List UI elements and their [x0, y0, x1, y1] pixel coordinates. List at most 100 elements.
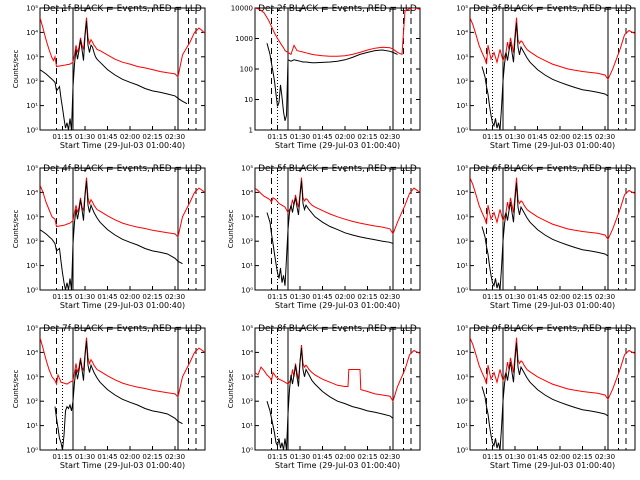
y-tick-label: 10⁰ — [26, 447, 38, 455]
panel-title: Det 1f BLACK = Events, RED = LLD — [43, 4, 202, 14]
panel-title: Det 8f BLACK = Events, RED = LLD — [258, 324, 417, 334]
plot-frame — [39, 327, 206, 451]
x-axis-label: Start Time (29-Jul-03 01:00:40) — [60, 141, 185, 150]
x-tick-label: 02:30 — [595, 133, 615, 141]
y-tick-label: 10⁴ — [26, 189, 38, 197]
x-tick-label: 01:30 — [290, 293, 310, 301]
x-tick-label: 01:45 — [97, 293, 117, 301]
y-tick-label: 10³ — [456, 53, 468, 61]
x-tick-label: 01:45 — [527, 133, 547, 141]
y-tick-label: 10¹ — [456, 422, 468, 430]
x-tick-label: 01:15 — [267, 133, 287, 141]
y-tick-label: 10³ — [26, 53, 38, 61]
y-tick-label: 10² — [456, 238, 468, 246]
panel-det-1: Det 1f BLACK = Events, RED = LLD 10⁰ 10¹ 10… — [12, 4, 206, 150]
x-axis-label: Start Time (29-Jul-03 01:00:40) — [275, 461, 400, 470]
panel-det-2: Det 2f BLACK = Events, RED = LLD 1 10 100 10… — [231, 4, 421, 150]
plot-frame — [254, 7, 421, 131]
x-tick-label: 01:15 — [482, 293, 502, 301]
events-series-line — [481, 22, 609, 130]
x-tick-label: 01:15 — [52, 133, 72, 141]
y-tick-label: 10³ — [456, 213, 468, 221]
y-tick-label: 10⁵ — [26, 325, 38, 333]
plot-frame — [39, 167, 206, 291]
lld-series-line — [255, 345, 420, 403]
x-tick-label: 02:30 — [595, 453, 615, 461]
y-tick-label: 10⁰ — [26, 287, 38, 295]
events-series-line — [40, 180, 183, 290]
panel-title: Det 5f BLACK = Events, RED = LLD — [258, 164, 417, 174]
x-tick-label: 02:00 — [550, 453, 570, 461]
panel-det-6: Det 6f BLACK = Events, RED = LLD 10⁰ 10¹ 10… — [456, 164, 636, 310]
x-tick-label: 02:30 — [380, 133, 400, 141]
y-tick-label: 10² — [241, 238, 253, 246]
lld-series-line — [40, 177, 205, 238]
x-tick-label: 02:15 — [142, 453, 162, 461]
x-tick-label: 02:15 — [357, 293, 377, 301]
x-axis-label: Start Time (29-Jul-03 01:00:40) — [275, 301, 400, 310]
lld-series-line — [470, 17, 635, 81]
y-tick-label: 10⁴ — [456, 189, 468, 197]
y-tick-label: 10⁴ — [26, 29, 38, 37]
x-tick-label: 02:15 — [142, 293, 162, 301]
x-tick-label: 02:30 — [380, 453, 400, 461]
x-tick-label: 02:15 — [357, 133, 377, 141]
x-tick-label: 02:15 — [142, 133, 162, 141]
x-tick-label: 02:15 — [572, 453, 592, 461]
x-tick-label: 01:30 — [75, 133, 95, 141]
x-tick-label: 01:15 — [52, 453, 72, 461]
y-tick-label: 10⁰ — [26, 127, 38, 135]
panel-det-9: Det 9f BLACK = Events, RED = LLD 10⁰ 10¹ 10… — [456, 324, 636, 470]
x-tick-label: 01:15 — [482, 133, 502, 141]
y-axis-label: Counts/sec — [12, 210, 20, 249]
lld-series-line — [470, 177, 635, 241]
x-tick-label: 01:30 — [505, 293, 525, 301]
lld-series-line — [40, 17, 205, 78]
x-tick-label: 02:00 — [335, 133, 355, 141]
y-tick-label: 10⁴ — [456, 29, 468, 37]
panel-title: Det 9f BLACK = Events, RED = LLD — [473, 324, 632, 334]
events-series-line — [481, 182, 609, 290]
y-tick-label: 10⁰ — [456, 287, 468, 295]
events-series-line — [266, 43, 398, 121]
y-tick-label: 10² — [26, 398, 38, 406]
x-axis-label: Start Time (29-Jul-03 01:00:40) — [490, 301, 615, 310]
y-tick-label: 10⁵ — [456, 5, 468, 13]
y-tick-label: 10⁵ — [241, 165, 253, 173]
y-tick-label: 100 — [240, 66, 253, 74]
x-tick-label: 01:15 — [267, 293, 287, 301]
y-tick-label: 10⁰ — [456, 127, 468, 135]
y-tick-label: 10² — [456, 78, 468, 86]
panel-title: Det 2f BLACK = Events, RED = LLD — [258, 4, 417, 14]
x-tick-label: 02:00 — [550, 293, 570, 301]
events-series-line — [266, 348, 394, 450]
y-axis-label: Counts/sec — [12, 370, 20, 409]
y-tick-label: 1 — [249, 127, 253, 135]
lld-series-line — [470, 337, 635, 401]
y-tick-label: 10⁰ — [456, 447, 468, 455]
x-tick-label: 02:30 — [165, 453, 185, 461]
x-tick-label: 01:45 — [312, 453, 332, 461]
panel-det-8: Det 8f BLACK = Events, RED = LLD 10⁰ 10¹ 10… — [227, 324, 421, 470]
y-tick-label: 10⁵ — [26, 165, 38, 173]
y-tick-label: 10² — [456, 398, 468, 406]
y-tick-label: 10⁴ — [26, 349, 38, 357]
plot-frame — [254, 167, 421, 291]
x-tick-label: 02:00 — [335, 453, 355, 461]
x-tick-label: 01:30 — [75, 453, 95, 461]
x-tick-label: 01:15 — [52, 293, 72, 301]
y-axis-label: Counts/sec — [227, 210, 235, 249]
x-tick-label: 02:00 — [120, 453, 140, 461]
lld-series-line — [255, 177, 420, 236]
x-tick-label: 01:30 — [505, 453, 525, 461]
x-axis-label: Start Time (29-Jul-03 01:00:40) — [60, 461, 185, 470]
panel-det-5: Det 5f BLACK = Events, RED = LLD 10⁰ 10¹ 10… — [227, 164, 421, 310]
y-tick-label: 10³ — [26, 213, 38, 221]
x-axis-label: Start Time (29-Jul-03 01:00:40) — [490, 461, 615, 470]
y-tick-label: 10⁰ — [241, 447, 253, 455]
x-tick-label: 01:45 — [97, 453, 117, 461]
y-tick-label: 10³ — [456, 373, 468, 381]
y-tick-label: 10⁵ — [456, 325, 468, 333]
x-tick-label: 01:45 — [527, 293, 547, 301]
x-tick-label: 02:30 — [595, 293, 615, 301]
